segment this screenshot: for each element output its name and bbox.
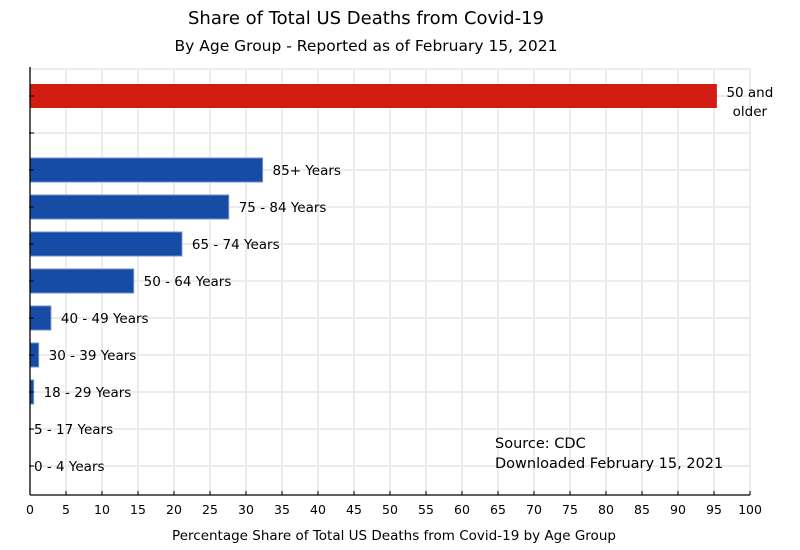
x-tick-label: 35 bbox=[274, 502, 290, 517]
x-tick-label: 0 bbox=[26, 502, 34, 517]
bar-label: 50 - 64 Years bbox=[144, 274, 232, 290]
chart-title: Share of Total US Deaths from Covid-19 bbox=[188, 8, 544, 29]
bar-label: 65 - 74 Years bbox=[192, 237, 280, 253]
x-tick-label: 30 bbox=[238, 502, 254, 517]
x-tick-label: 15 bbox=[130, 502, 146, 517]
x-tick-label: 55 bbox=[418, 502, 434, 517]
bars bbox=[29, 84, 717, 405]
bar-label: 40 - 49 Years bbox=[61, 311, 149, 327]
bar bbox=[30, 84, 717, 108]
x-tick-label: 65 bbox=[490, 502, 506, 517]
x-tick-label: 10 bbox=[94, 502, 110, 517]
bar bbox=[29, 268, 135, 294]
x-tick-label: 25 bbox=[202, 502, 218, 517]
bar-label: 85+ Years bbox=[273, 163, 341, 179]
bar-label: 5 - 17 Years bbox=[34, 422, 113, 438]
bar-labels: 50 and older 85+ Years 75 - 84 Years 65 - 74… bbox=[34, 85, 773, 475]
x-tick-label: 100 bbox=[738, 502, 762, 517]
x-tick-label: 75 bbox=[562, 502, 578, 517]
bar-label: 0 - 4 Years bbox=[34, 459, 105, 475]
bar-label: 30 - 39 Years bbox=[49, 348, 137, 364]
download-note: Downloaded February 15, 2021 bbox=[495, 456, 723, 472]
axes: 0 5 10 15 20 25 30 35 40 45 50 55 60 65 70 75 80 85 90 95 10… bbox=[26, 67, 762, 517]
x-tick-label: 40 bbox=[310, 502, 326, 517]
bar bbox=[29, 194, 230, 220]
x-tick-label: 80 bbox=[598, 502, 614, 517]
x-tick-label: 50 bbox=[382, 502, 398, 517]
chart-subtitle: By Age Group - Reported as of February 1… bbox=[175, 37, 558, 55]
x-axis-label: Percentage Share of Total US Deaths from… bbox=[172, 528, 616, 544]
gridlines bbox=[30, 68, 751, 495]
x-tick-label: 45 bbox=[346, 502, 362, 517]
x-tick-label: 95 bbox=[706, 502, 722, 517]
bar-label: 18 - 29 Years bbox=[44, 385, 132, 401]
x-tick-label: 60 bbox=[454, 502, 470, 517]
x-tick-label: 70 bbox=[526, 502, 542, 517]
x-tick-label: 85 bbox=[634, 502, 650, 517]
x-tick-label: 90 bbox=[670, 502, 686, 517]
bar bbox=[29, 157, 264, 183]
x-tick-label: 5 bbox=[62, 502, 70, 517]
source-note: Source: CDC bbox=[495, 436, 586, 452]
x-tick-label: 20 bbox=[166, 502, 182, 517]
bar-label: older bbox=[733, 104, 768, 120]
bar-label: 75 - 84 Years bbox=[239, 200, 327, 216]
bar bbox=[29, 231, 183, 257]
bar-label: 50 and bbox=[726, 85, 773, 101]
